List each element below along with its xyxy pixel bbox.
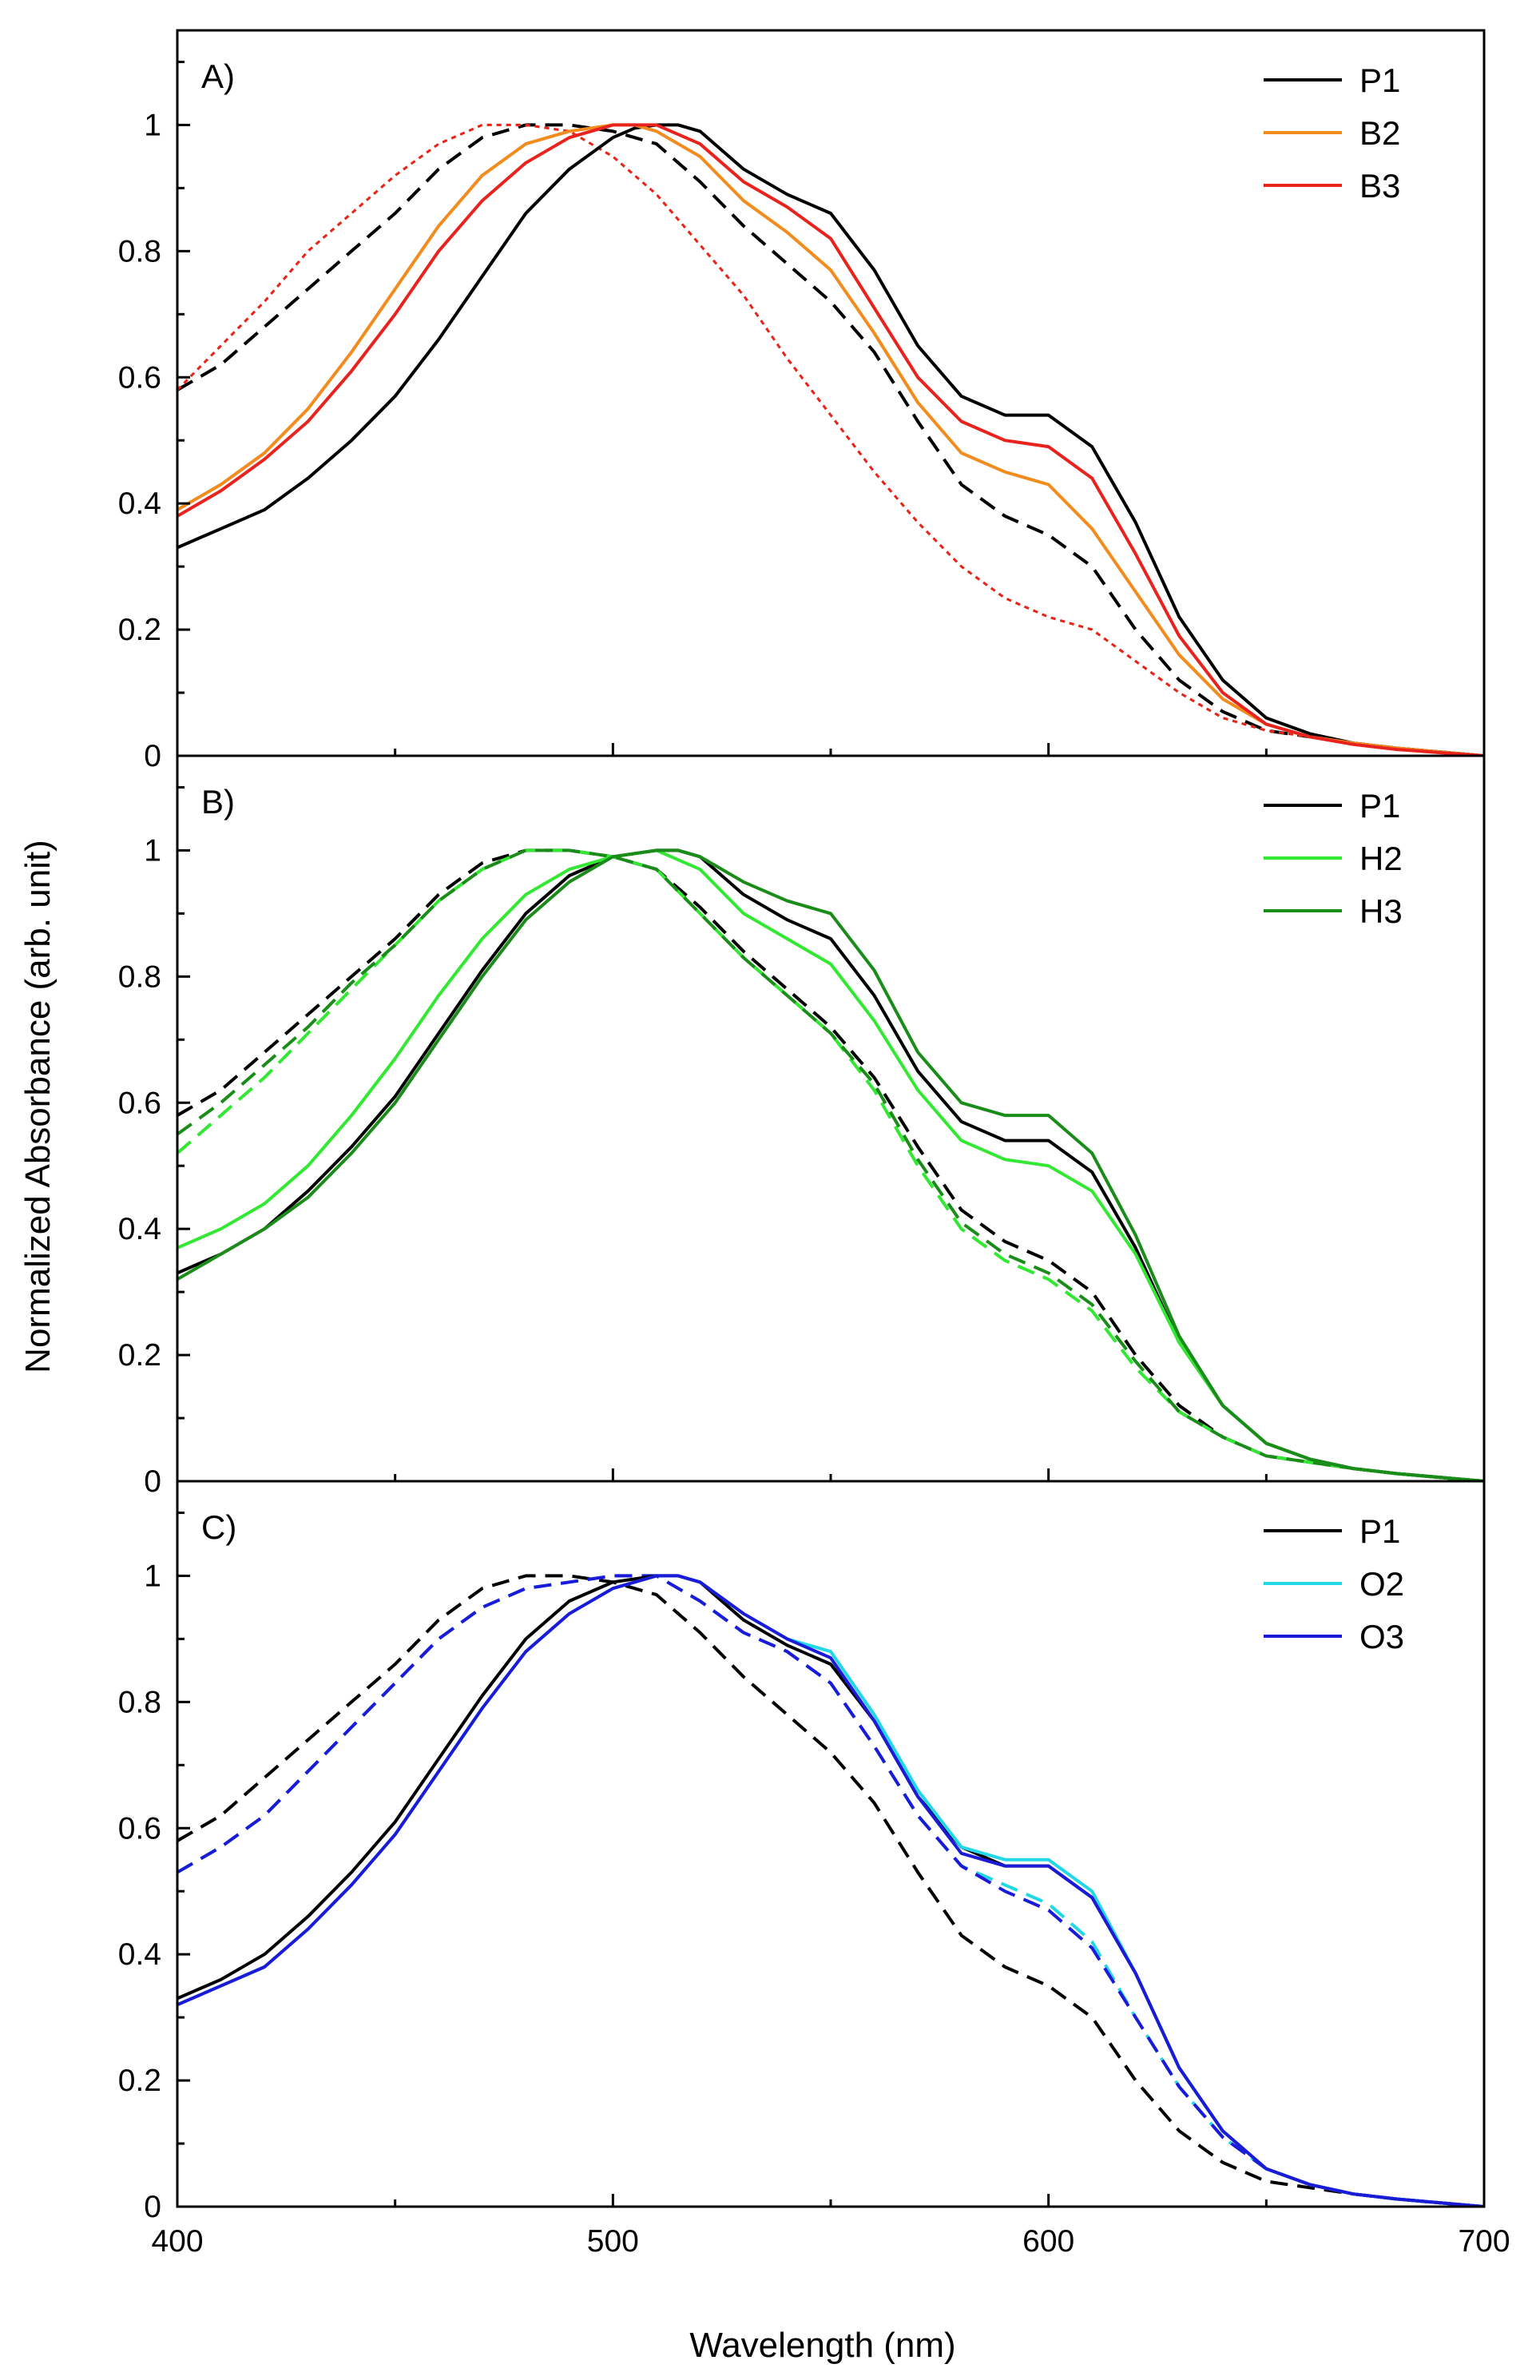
series-line-dotted-5 — [177, 123, 1484, 756]
legend-label-b3: B3 — [1359, 167, 1400, 205]
y-tick-label: 0.2 — [118, 1338, 161, 1373]
y-axis-title: Normalized Absorbance (arb. unit) — [18, 840, 58, 1373]
x-tick-label: 600 — [1022, 2224, 1074, 2259]
y-tick-label: 0.6 — [118, 1086, 161, 1120]
panels: 0 0.2 0.4 0.6 0.8 1 A) P1 B2 B3 0 0.2 0.4 0.6 0.8 1 B) P1… — [118, 29, 1510, 2259]
legend-label-p1: P1 — [1359, 787, 1400, 824]
series-group — [177, 1574, 1484, 2207]
series-line-b3 — [177, 123, 1484, 756]
y-tick-label: 0.4 — [118, 1937, 161, 1972]
legend: P1 B2 B3 — [1264, 62, 1400, 205]
series-line-p1 — [177, 123, 1484, 756]
y-tick-label: 0.6 — [118, 1811, 161, 1846]
series-group — [177, 123, 1484, 756]
x-tick-label: 500 — [587, 2224, 639, 2259]
y-tick-label: 1 — [144, 833, 161, 868]
panel-2: 0 0.2 0.4 0.6 0.8 1 B) P1 H2 H3 — [118, 754, 1486, 1499]
panel-1: 0 0.2 0.4 0.6 0.8 1 A) P1 B2 B3 — [118, 29, 1486, 773]
y-tick-label: 0.4 — [118, 487, 161, 521]
x-tick-label: 700 — [1458, 2224, 1510, 2259]
y-tick-label: 1 — [144, 108, 161, 142]
panel-label: C) — [201, 1508, 236, 1546]
legend-label-p1: P1 — [1359, 1512, 1400, 1550]
x-tick-labels: 400 500 600 700 — [151, 2224, 1510, 2259]
y-tick-label: 0.6 — [118, 360, 161, 395]
series-line-dashed-3 — [177, 1574, 1484, 2207]
series-line-o3 — [177, 1574, 1484, 2207]
y-tick-label: 0.2 — [118, 2064, 161, 2098]
panel-3: 0 0.2 0.4 0.6 0.8 1 C) P1 O2 O3 — [118, 1480, 1486, 2224]
y-tick-label: 0.2 — [118, 613, 161, 647]
legend-label-h3: H3 — [1359, 892, 1403, 930]
y-tick-label: 1 — [144, 1559, 161, 1593]
y-tick-label: 0 — [144, 739, 161, 773]
panel-label: B) — [201, 783, 235, 820]
legend-label-h2: H2 — [1359, 840, 1403, 877]
y-tick-label: 0.8 — [118, 1685, 161, 1719]
y-tick-label: 0.8 — [118, 960, 161, 994]
legend: P1 H2 H3 — [1264, 787, 1403, 930]
legend: P1 O2 O3 — [1264, 1512, 1404, 1655]
y-tick-label: 0.8 — [118, 234, 161, 268]
legend-label-b2: B2 — [1359, 114, 1400, 152]
x-axis-title: Wavelength (nm) — [689, 2326, 955, 2365]
y-tick-label: 0 — [144, 2190, 161, 2224]
series-line-dashed-5 — [177, 848, 1484, 1481]
series-line-dashed-3 — [177, 848, 1484, 1481]
legend-label-o2: O2 — [1359, 1565, 1404, 1603]
legend-label-p1: P1 — [1359, 62, 1400, 99]
y-tick-label: 0 — [144, 1464, 161, 1499]
x-tick-label: 400 — [151, 2224, 203, 2259]
series-line-h3 — [177, 848, 1484, 1481]
series-group — [177, 848, 1484, 1481]
panel-label: A) — [201, 58, 235, 95]
y-tick-label: 0.4 — [118, 1212, 161, 1246]
series-line-dashed-3 — [177, 123, 1484, 756]
legend-label-o3: O3 — [1359, 1618, 1404, 1655]
